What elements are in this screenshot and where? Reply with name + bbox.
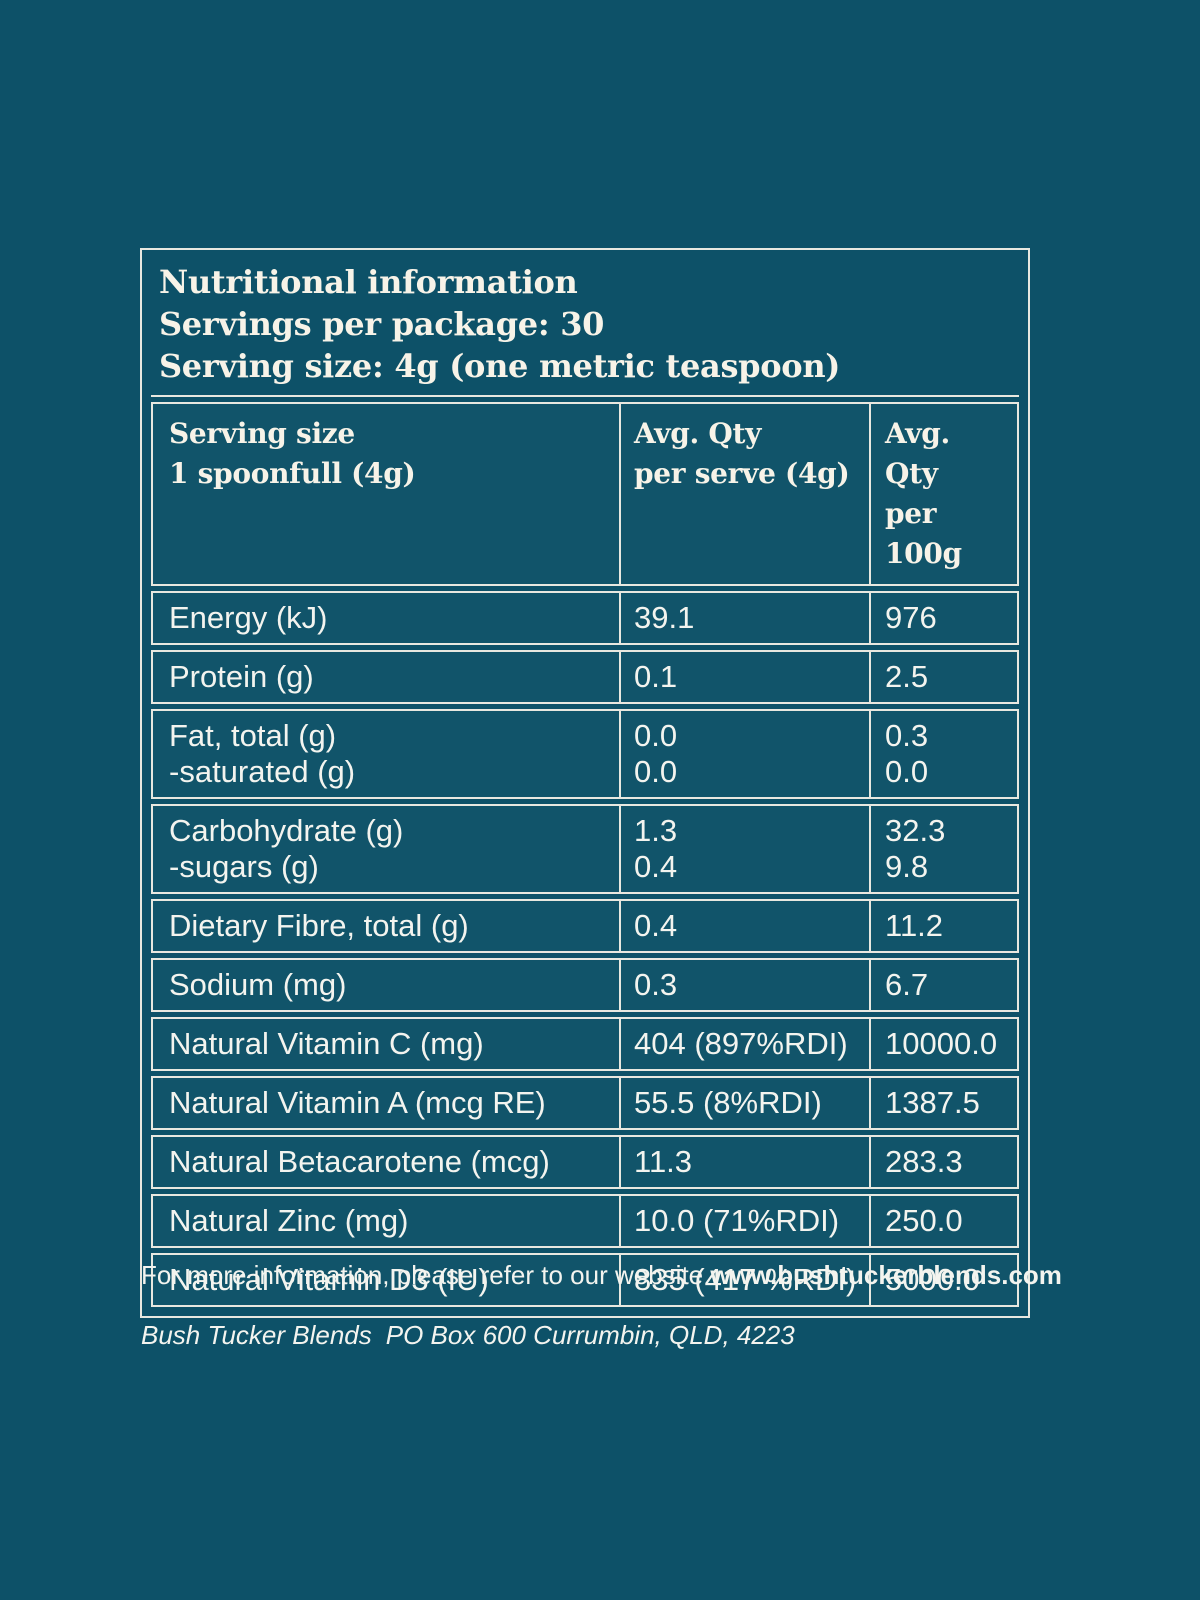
row-per-100g-value: 1387.5 <box>869 1078 1017 1128</box>
table-row-energy: Energy (kJ) 39.1 976 <box>151 591 1019 645</box>
row-per-serve-value: 0.1 <box>619 652 869 702</box>
row-label: Natural Zinc (mg) <box>169 1203 409 1238</box>
row-per-100g-value: 0.3 0.0 <box>869 711 1017 797</box>
row-label: Natural Vitamin D3 (IU) <box>169 1262 489 1297</box>
table-row-carbohydrate: Carbohydrate (g) -sugars (g) 1.3 0.4 32.… <box>151 804 1019 894</box>
row-per-serve-value: 55.5 (8%RDI) <box>619 1078 869 1128</box>
row-per-serve-value: 0.0 0.0 <box>619 711 869 797</box>
row-per-100g-value: 10000.0 <box>869 1019 1017 1069</box>
row-per-100g-value: 6.7 <box>869 960 1017 1010</box>
row-label: Energy (kJ) <box>169 600 328 635</box>
row-per-100g-value: 976 <box>869 593 1017 643</box>
row-per-serve-value: 835 (417 %RDI) <box>619 1255 869 1305</box>
row-label: Protein (g) <box>169 659 314 694</box>
row-per-serve-value: 0.4 <box>619 901 869 951</box>
row-per-100g-value: 32.3 9.8 <box>869 806 1017 892</box>
footer-info-line: For more information, please refer to ou… <box>141 1258 1081 1292</box>
footer-address-line: Bush Tucker Blends PO Box 600 Currumbin, … <box>141 1318 1081 1352</box>
row-per-serve-value: 39.1 <box>619 593 869 643</box>
table-row-betacarotene: Natural Betacarotene (mcg) 11.3 283.3 <box>151 1135 1019 1189</box>
panel-title: Nutritional information Servings per pac… <box>151 259 1019 397</box>
table-row-zinc: Natural Zinc (mg) 10.0 (71%RDI) 250.0 <box>151 1194 1019 1248</box>
row-per-100g-value: 2.5 <box>869 652 1017 702</box>
table-row-protein: Protein (g) 0.1 2.5 <box>151 650 1019 704</box>
row-label: Dietary Fibre, total (g) <box>169 908 469 943</box>
row-per-serve-value: 1.3 0.4 <box>619 806 869 892</box>
row-per-100g-value: 11.2 <box>869 901 1017 951</box>
row-label: Sodium (mg) <box>169 967 347 1002</box>
table-row-fat: Fat, total (g) -saturated (g) 0.0 0.0 0.… <box>151 709 1019 799</box>
row-per-100g-value: 5000.0 <box>869 1255 1017 1305</box>
table-row-dietary-fibre: Dietary Fibre, total (g) 0.4 11.2 <box>151 899 1019 953</box>
row-label: Natural Vitamin C (mg) <box>169 1026 484 1061</box>
row-per-serve-value: 0.3 <box>619 960 869 1010</box>
table-row-vitamin-c: Natural Vitamin C (mg) 404 (897%RDI) 100… <box>151 1017 1019 1071</box>
header-serving-size: Serving size 1 spoonfull (4g) <box>169 417 416 490</box>
footer-info-text: For more information, please refer to ou… <box>141 1260 711 1290</box>
row-per-serve-value: 404 (897%RDI) <box>619 1019 869 1069</box>
nutrition-panel: Nutritional information Servings per pac… <box>140 248 1030 1318</box>
footer-website-url: www.bushtuckerblends.com <box>710 1260 1062 1290</box>
table-header-row: Serving size 1 spoonfull (4g) Avg. Qty p… <box>151 402 1019 586</box>
row-per-serve-value: 11.3 <box>619 1137 869 1187</box>
row-per-100g-value: 283.3 <box>869 1137 1017 1187</box>
row-label: Natural Betacarotene (mcg) <box>169 1144 550 1179</box>
table-row-vitamin-d3: Natural Vitamin D3 (IU) 835 (417 %RDI) 5… <box>151 1253 1019 1307</box>
row-per-100g-value: 250.0 <box>869 1196 1017 1246</box>
row-label: Fat, total (g) -saturated (g) <box>169 718 356 789</box>
table-row-vitamin-a: Natural Vitamin A (mcg RE) 55.5 (8%RDI) … <box>151 1076 1019 1130</box>
table-row-sodium: Sodium (mg) 0.3 6.7 <box>151 958 1019 1012</box>
header-avg-qty-per-serve: Avg. Qty per serve (4g) <box>619 404 869 584</box>
row-per-serve-value: 10.0 (71%RDI) <box>619 1196 869 1246</box>
row-label: Natural Vitamin A (mcg RE) <box>169 1085 546 1120</box>
footer-address-detail: PO Box 600 Currumbin, QLD, 4223 <box>385 1320 795 1350</box>
row-label: Carbohydrate (g) -sugars (g) <box>169 813 404 884</box>
footer: For more information, please refer to ou… <box>141 1258 1081 1378</box>
footer-company-name: Bush Tucker Blends <box>141 1320 372 1350</box>
header-avg-qty-per-100g: Avg. Qty per 100g <box>869 404 1017 584</box>
